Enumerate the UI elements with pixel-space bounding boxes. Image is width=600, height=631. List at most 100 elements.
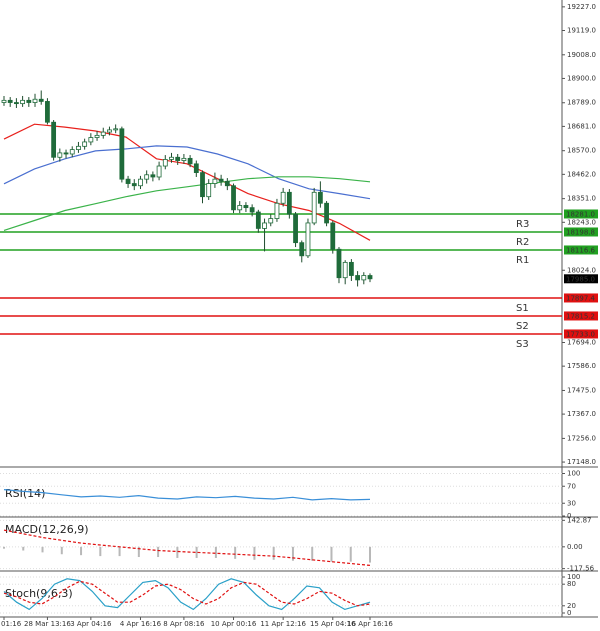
y-tick-label: 100	[567, 470, 580, 478]
histogram-bar	[41, 546, 44, 553]
price-box	[564, 311, 598, 321]
candle-body	[274, 202, 280, 219]
candle-body	[100, 131, 106, 136]
candle-body	[169, 156, 174, 160]
indicator-line	[3, 580, 371, 607]
y-tick-label: 18351.0	[567, 195, 596, 203]
y-tick-label: 20	[567, 602, 576, 610]
candle-body	[69, 149, 75, 155]
candle-body	[156, 165, 162, 178]
y-tick-label: 17148.0	[567, 458, 596, 466]
panel-title: MACD(12,26,9)	[5, 523, 89, 536]
candle-body	[181, 157, 187, 161]
x-tick-label: 16 Apr 16:16	[347, 620, 393, 628]
y-tick-label: -117.56	[567, 565, 595, 573]
candle-body	[355, 275, 360, 281]
price-box-label: 17897.4	[566, 294, 595, 302]
candle-body	[119, 128, 125, 180]
histogram-bar	[3, 546, 5, 549]
candle-body	[237, 205, 243, 211]
indicator-line	[3, 145, 371, 200]
candle-body	[175, 156, 181, 161]
candle-body	[88, 137, 94, 143]
candle-body	[125, 178, 131, 184]
y-tick-label: 0	[567, 609, 571, 617]
indicator-line	[3, 578, 371, 611]
y-tick-label: 17367.0	[567, 410, 596, 418]
y-tick-label: 17256.0	[567, 434, 596, 442]
x-tick-label: 4 Apr 16:16	[120, 620, 162, 628]
histogram-bar	[195, 546, 198, 558]
candle-body	[324, 202, 329, 224]
candle-body	[131, 183, 137, 187]
y-tick-label: 18024.0	[567, 266, 596, 274]
candle-body	[193, 163, 199, 173]
level-name: R2	[516, 237, 529, 248]
candle-body	[280, 191, 286, 204]
price-box-label: 17733.0	[566, 330, 595, 338]
y-tick-label: 18681.0	[567, 122, 596, 130]
candle-body	[45, 101, 50, 123]
candle-body	[94, 134, 100, 138]
candle-body	[218, 178, 224, 182]
candle-body	[212, 178, 218, 184]
candle-body	[138, 178, 143, 187]
y-tick-label: 142.87	[567, 516, 592, 524]
histogram-bar	[99, 546, 102, 557]
candle-body	[361, 275, 367, 281]
price-box	[564, 274, 598, 284]
price-box-label: 18198.8	[566, 228, 595, 236]
y-tick-label: 17586.0	[567, 362, 596, 370]
candle-body	[150, 174, 156, 178]
price-box	[564, 329, 598, 339]
histogram-bar	[349, 546, 352, 562]
candle-body	[286, 191, 292, 215]
candle-body	[26, 99, 32, 103]
indicator-line	[3, 529, 371, 566]
level-name: S1	[516, 303, 529, 314]
histogram-bar	[253, 546, 256, 560]
candle-body	[231, 185, 236, 211]
candle-body	[206, 183, 212, 198]
histogram-bar	[60, 546, 63, 555]
histogram-bar	[22, 546, 25, 551]
candle-body	[255, 211, 261, 229]
candle-body	[367, 275, 373, 280]
histogram-bar	[234, 546, 237, 559]
y-tick-label: 100	[567, 573, 580, 581]
y-tick-label: 17475.0	[567, 386, 596, 394]
candle-body	[336, 248, 342, 279]
candle-body	[38, 98, 44, 102]
price-box-label: 18281.0	[566, 210, 595, 218]
histogram-bar	[369, 546, 371, 563]
candle-body	[200, 172, 205, 198]
candle-body	[311, 191, 317, 224]
y-tick-label: 70	[567, 482, 576, 490]
price-box	[564, 227, 598, 237]
candle-body	[57, 152, 63, 158]
candle-body	[299, 242, 305, 257]
candle-body	[224, 180, 230, 187]
candle-body	[243, 205, 249, 209]
level-name: S2	[516, 321, 529, 332]
candle-body	[82, 141, 88, 147]
histogram-bar	[157, 546, 160, 558]
histogram-bar	[214, 546, 217, 558]
y-tick-label: 80	[567, 580, 576, 588]
candle-body	[107, 129, 112, 133]
candle-body	[7, 99, 13, 103]
x-tick-label: 28 Mar 13:16	[24, 620, 71, 628]
histogram-bar	[118, 546, 121, 557]
x-tick-label: 3 Apr 04:16	[70, 620, 112, 628]
indicator-line	[3, 489, 371, 501]
candle-body	[249, 207, 255, 213]
candle-body	[144, 174, 150, 180]
level-name: R3	[516, 219, 529, 230]
y-tick-label: 18900.0	[567, 74, 596, 82]
candle-body	[293, 213, 298, 244]
histogram-bar	[291, 546, 294, 561]
panel-title: RSI(14)	[5, 487, 45, 500]
price-box	[564, 209, 598, 219]
histogram-bar	[176, 546, 179, 558]
x-tick-label: 8 Apr 08:16	[163, 620, 205, 628]
